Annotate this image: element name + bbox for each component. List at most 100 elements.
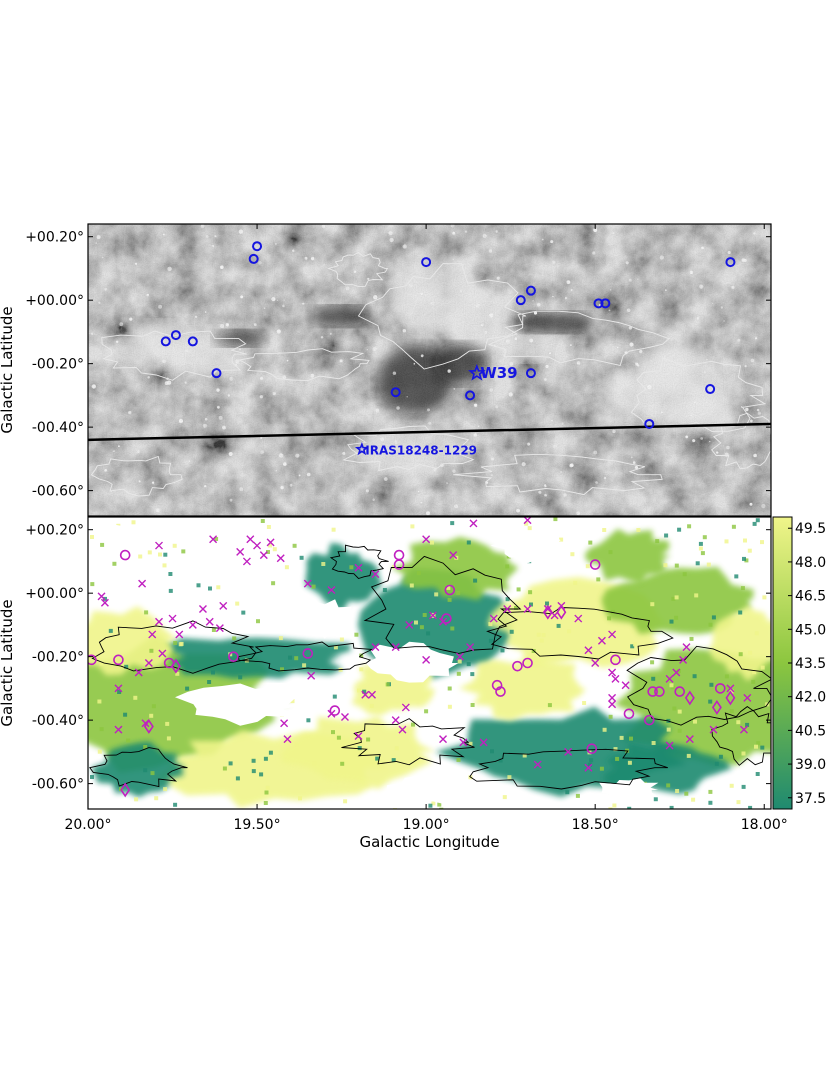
velocity-region [391,536,519,601]
velocity-pixel [117,690,122,694]
velocity-pixel [507,775,512,780]
velocity-pixel [447,597,452,602]
velocity-pixel [736,800,741,805]
image-grain [88,224,771,516]
velocity-pixel [385,682,390,687]
cross-marker [543,605,552,614]
cross-marker [608,700,617,709]
velocity-pixel [241,610,246,615]
velocity-pixel [416,571,421,576]
velocity-pixel [447,686,452,691]
velocity-pixel [336,735,341,740]
velocity-pixel [741,751,746,756]
cross-marker [97,592,106,601]
velocity-pixel [695,561,700,566]
annotation-label: W39 [480,364,517,382]
velocity-pixel [108,628,113,633]
velocity-pixel [488,622,493,627]
velocity-pixel [724,539,729,544]
bottom-contours [89,544,771,790]
cross-marker [401,703,410,712]
velocity-pixel [651,741,656,745]
velocity-pixel [744,558,749,563]
cross-marker [564,747,573,756]
velocity-pixel [743,538,747,543]
velocity-pixel [689,636,694,641]
velocity-pixel [608,714,613,719]
cross-marker [138,579,147,588]
velocity-pixel [500,648,505,653]
velocity-pixel [375,756,380,761]
diamond-marker [725,690,736,706]
velocity-pixel [633,642,637,647]
velocity-map [88,517,771,809]
cross-marker [368,690,377,699]
velocity-pixel [456,671,461,676]
velocity-pixel [700,551,705,556]
velocity-pixel [439,807,444,809]
top-markers [160,241,736,456]
velocity-pixel [306,718,311,723]
velocity-pixel [669,805,674,809]
contour-line [89,747,188,788]
velocity-pixel [251,758,256,763]
velocity-pixel [181,549,186,554]
velocity-pixel [290,699,295,704]
velocity-pixel [686,753,691,758]
velocity-pixel [99,727,104,732]
cross-marker [236,547,245,556]
velocity-pixel [751,679,756,684]
velocity-pixel [366,737,371,742]
magenta-circle-marker [302,648,314,659]
velocity-pixel [693,719,697,724]
cross-marker [158,649,167,658]
velocity-pixel [718,754,723,759]
y-tick-label: -00.20° [32,357,84,373]
cross-marker [259,551,268,560]
cross-marker [283,735,292,744]
velocity-pixel [124,664,129,669]
velocity-pixel [411,722,415,727]
velocity-pixel [666,727,671,732]
velocity-pixel [528,590,533,595]
bottom-y-axis: +00.20° +00.00° -00.20° -00.40° -00.60° [25,523,771,793]
velocity-pixel [745,722,750,727]
contour-line [329,544,389,580]
cross-marker [114,725,123,734]
velocity-pixel [321,562,326,566]
velocity-pixel [729,709,734,714]
contour-line [363,555,522,654]
velocity-pixel [582,701,587,705]
colorbar-tick-label: 43.5 [795,656,826,672]
cross-marker [340,712,349,721]
velocity-pixel [343,799,348,804]
velocity-pixel [149,648,154,653]
velocity-pixel [556,623,561,628]
velocity-pixel [760,540,764,545]
cross-marker [726,684,735,693]
velocity-pixel [682,572,687,577]
top-y-axis-label: Galactic Latitude [0,306,16,433]
cross-marker [155,617,163,626]
velocity-pixel [175,671,180,676]
contour-line [237,348,370,382]
velocity-pixel [514,606,518,610]
velocity-pixel [437,802,442,807]
velocity-pixel [602,727,607,732]
velocity-pixel [173,641,178,645]
velocity-pixel [741,784,746,789]
velocity-pixel [196,583,201,588]
blank-region [366,641,459,683]
magenta-circle-marker [623,708,635,720]
velocity-pixel [222,766,227,771]
velocity-pixel [612,803,617,808]
velocity-pixel [154,796,159,801]
velocity-pixel [447,704,452,709]
velocity-pixel [608,807,613,809]
velocity-pixel [724,674,729,679]
cross-marker [209,535,218,544]
source-circle [725,257,736,268]
velocity-pixel [725,685,730,690]
cross-marker [608,630,617,639]
